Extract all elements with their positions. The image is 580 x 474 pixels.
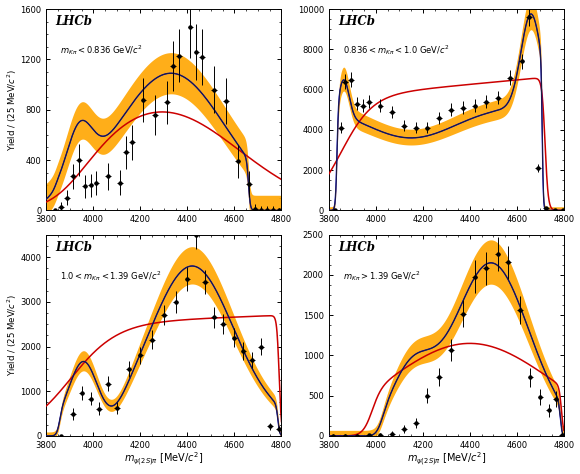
Text: LHCb: LHCb bbox=[56, 241, 93, 254]
X-axis label: $m_{\psi(2S)\pi}$ [MeV/$c^2$]: $m_{\psi(2S)\pi}$ [MeV/$c^2$] bbox=[124, 451, 204, 468]
Text: $0.836 < m_{K\pi} < 1.0$ GeV/$c^2$: $0.836 < m_{K\pi} < 1.0$ GeV/$c^2$ bbox=[343, 43, 450, 57]
Y-axis label: Yield / (25 MeV/$c^2$): Yield / (25 MeV/$c^2$) bbox=[6, 294, 19, 376]
Text: LHCb: LHCb bbox=[56, 15, 93, 28]
X-axis label: $m_{\psi(2S)\pi}$ [MeV/$c^2$]: $m_{\psi(2S)\pi}$ [MeV/$c^2$] bbox=[407, 451, 486, 468]
Text: LHCb: LHCb bbox=[338, 241, 375, 254]
Y-axis label: Yield / (25 MeV/$c^2$): Yield / (25 MeV/$c^2$) bbox=[6, 69, 19, 151]
Text: LHCb: LHCb bbox=[338, 15, 375, 28]
Text: $1.0 < m_{K\pi} < 1.39$ GeV/$c^2$: $1.0 < m_{K\pi} < 1.39$ GeV/$c^2$ bbox=[60, 269, 162, 283]
Text: $m_{K\pi} < 0.836$ GeV/$c^2$: $m_{K\pi} < 0.836$ GeV/$c^2$ bbox=[60, 43, 143, 57]
Text: $m_{K\pi} > 1.39$ GeV/$c^2$: $m_{K\pi} > 1.39$ GeV/$c^2$ bbox=[343, 269, 420, 283]
